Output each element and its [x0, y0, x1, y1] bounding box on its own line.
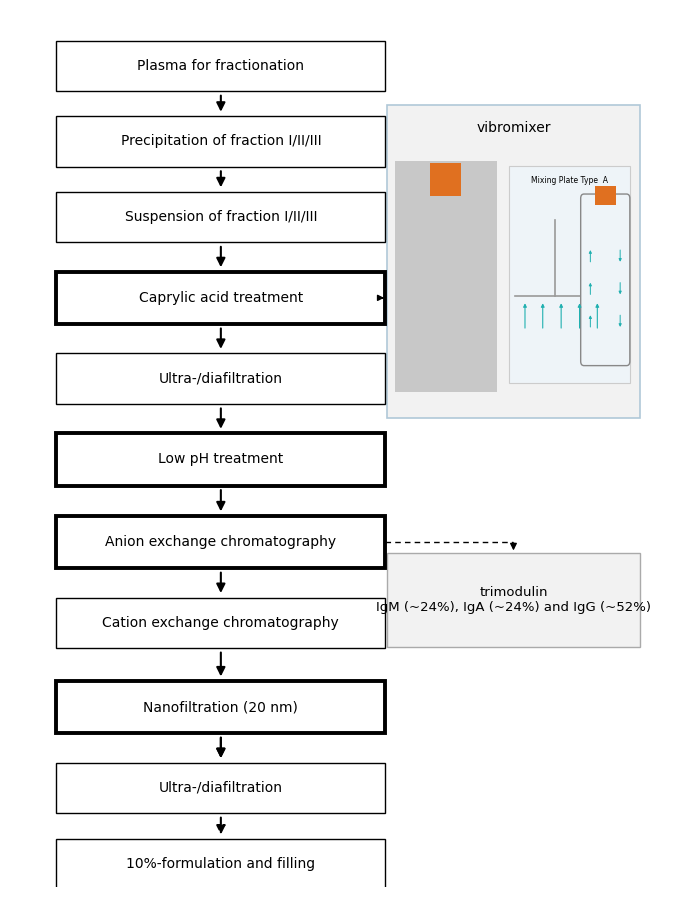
Bar — [430, 163, 461, 196]
Text: Mixing Plate Type  A: Mixing Plate Type A — [531, 176, 608, 186]
Text: Caprylic acid treatment: Caprylic acid treatment — [139, 291, 303, 305]
Text: Ultra-/diafiltration: Ultra-/diafiltration — [159, 372, 283, 386]
Text: Anion exchange chromatography: Anion exchange chromatography — [105, 535, 336, 549]
Text: Nanofiltration (20 nm): Nanofiltration (20 nm) — [143, 700, 298, 714]
Bar — [56, 763, 385, 813]
Bar — [508, 166, 630, 383]
Bar — [56, 516, 385, 568]
FancyBboxPatch shape — [581, 194, 630, 366]
Text: vibromixer: vibromixer — [476, 120, 551, 135]
Bar — [395, 161, 497, 392]
Text: Ultra-/diafiltration: Ultra-/diafiltration — [159, 781, 283, 795]
Text: Cation exchange chromatography: Cation exchange chromatography — [103, 615, 339, 630]
Text: Low pH treatment: Low pH treatment — [158, 452, 284, 466]
Text: Suspension of fraction I/II/III: Suspension of fraction I/II/III — [125, 210, 317, 224]
Bar — [56, 354, 385, 404]
Text: trimodulin
IgM (~24%), IgA (~24%) and IgG (~52%): trimodulin IgM (~24%), IgA (~24%) and Ig… — [376, 586, 651, 614]
Bar — [56, 839, 385, 890]
Bar — [387, 105, 640, 418]
Bar — [56, 41, 385, 91]
Text: Precipitation of fraction I/II/III: Precipitation of fraction I/II/III — [121, 135, 321, 148]
Bar — [56, 681, 385, 733]
Bar — [56, 597, 385, 648]
Bar — [56, 272, 385, 324]
Bar — [595, 186, 616, 205]
Bar — [56, 433, 385, 485]
Bar — [387, 553, 640, 647]
Text: 10%-formulation and filling: 10%-formulation and filling — [126, 857, 315, 872]
Bar — [56, 116, 385, 167]
Bar — [56, 192, 385, 243]
Text: Plasma for fractionation: Plasma for fractionation — [138, 59, 304, 73]
